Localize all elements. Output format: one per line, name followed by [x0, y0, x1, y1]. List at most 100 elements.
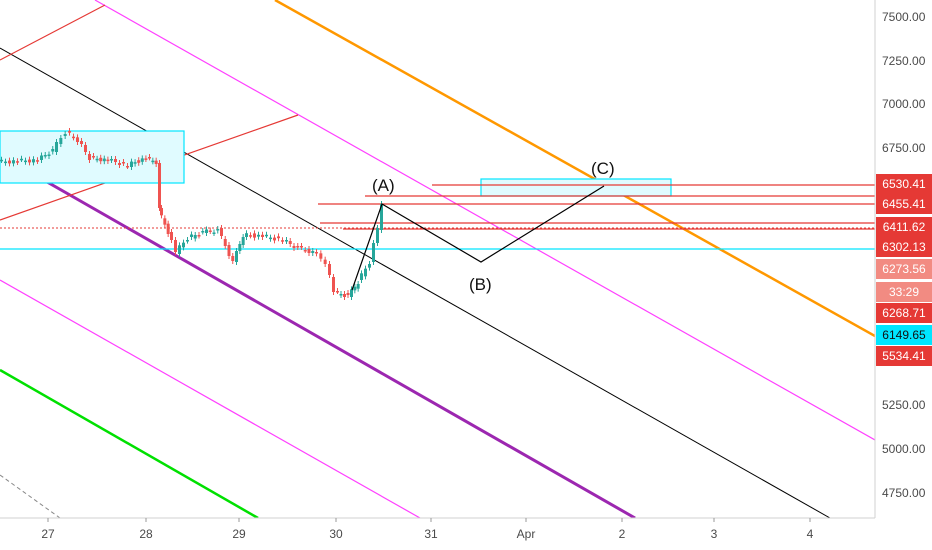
candle-body — [380, 204, 383, 230]
candle-body — [126, 166, 129, 168]
candle-body — [343, 294, 346, 297]
candle-body — [350, 289, 353, 297]
candle-body — [372, 243, 375, 262]
candle-body — [178, 245, 181, 254]
price-label-text: 6455.41 — [882, 197, 926, 211]
price-label-box — [876, 217, 932, 237]
y-tick-label: 7000.00 — [882, 97, 926, 111]
candle-body — [72, 136, 75, 139]
candle-body — [220, 228, 223, 236]
candle-body — [201, 231, 205, 233]
candle-body — [212, 232, 216, 234]
y-tick-label: 7500.00 — [882, 10, 926, 24]
orange-trend-line — [274, 0, 875, 338]
candle-body — [303, 250, 307, 252]
candlestick-series — [0, 128, 383, 300]
x-tick-label: 27 — [41, 527, 55, 541]
candle-body — [0, 159, 3, 162]
price-label-box — [876, 237, 932, 257]
price-label-text: 6268.71 — [882, 306, 926, 320]
candle-body — [102, 158, 106, 162]
candle-body — [273, 237, 276, 241]
candle-body — [20, 158, 23, 161]
x-tick-label: Apr — [517, 527, 536, 541]
candle-body — [261, 234, 264, 237]
candle-body — [281, 240, 284, 242]
candle-body — [59, 138, 63, 144]
candle-body — [55, 142, 58, 152]
candle-body — [300, 246, 303, 248]
y-tick-label: 5000.00 — [882, 442, 926, 456]
candle-body — [205, 229, 208, 233]
candle-body — [190, 234, 193, 237]
x-tick-label: 30 — [329, 527, 343, 541]
price-label-text: 5534.41 — [882, 349, 926, 363]
candle-body — [238, 244, 242, 251]
price-label-box — [876, 259, 932, 279]
candle-body — [323, 259, 327, 264]
candle-body — [328, 264, 331, 275]
price-labels: 6530.41 6455.41 6411.62 6302.13 6273.56 33:29… — [876, 174, 932, 366]
candle-body — [8, 160, 11, 164]
x-tick-label: 3 — [711, 527, 718, 541]
candle-body — [170, 232, 173, 240]
black-trend-line — [0, 47, 831, 518]
price-label-box — [876, 194, 932, 214]
candle-body — [80, 141, 83, 144]
candle-body — [223, 239, 227, 246]
candle-body — [288, 241, 292, 244]
magenta-channel-mid — [0, 279, 421, 518]
candle-body — [110, 159, 113, 161]
candle-body — [249, 235, 252, 237]
plot-area — [0, 0, 875, 518]
y-tick-label: 5250.00 — [882, 398, 926, 412]
price-label-text: 6302.13 — [882, 240, 926, 254]
wave-label-b: (B) — [469, 275, 492, 294]
candle-body — [245, 233, 248, 237]
price-label-text: 6273.56 — [882, 262, 926, 276]
candle-body — [151, 160, 155, 163]
candle-body — [231, 256, 235, 261]
candle-body — [32, 159, 35, 163]
candle-body — [346, 293, 350, 295]
candle-body — [269, 237, 272, 240]
candle-body — [257, 234, 260, 237]
candle-body — [130, 161, 133, 167]
candle-body — [95, 158, 99, 161]
price-label-text: 6149.65 — [882, 328, 926, 342]
candle-body — [265, 234, 268, 237]
price-label-text: 6411.62 — [883, 220, 926, 234]
candle-body — [137, 160, 141, 163]
purple-trend-line — [0, 153, 636, 518]
candle-body — [16, 161, 19, 163]
candle-body — [216, 229, 220, 231]
candle-body — [174, 240, 177, 252]
candle-body — [106, 159, 110, 162]
green-trend-line — [0, 368, 259, 518]
candle-body — [47, 154, 51, 156]
candle-body — [315, 252, 318, 254]
candle-body — [253, 233, 256, 238]
candle-body — [43, 155, 47, 157]
red-channel-upper — [0, 4, 106, 61]
candle-body — [154, 160, 158, 164]
candle-body — [182, 242, 185, 248]
candle-body — [144, 158, 148, 160]
candle-body — [148, 157, 151, 159]
candle-body — [122, 162, 125, 164]
magenta-channel-upper — [94, 0, 875, 441]
candle-body — [68, 131, 71, 133]
x-tick-label: 28 — [139, 527, 153, 541]
candle-body — [353, 286, 357, 291]
candle-body — [376, 228, 379, 243]
candle-body — [166, 223, 170, 234]
candle-body — [12, 160, 15, 164]
price-label-text: 6530.41 — [882, 177, 926, 191]
price-label-text: 33:29 — [889, 285, 919, 299]
candle-body — [311, 251, 315, 253]
x-tick-label: 4 — [807, 527, 814, 541]
price-label-box — [876, 303, 932, 323]
y-tick-label: 6750.00 — [882, 141, 926, 155]
y-tick-label: 7250.00 — [882, 54, 926, 68]
abc-projection-path — [351, 185, 605, 291]
